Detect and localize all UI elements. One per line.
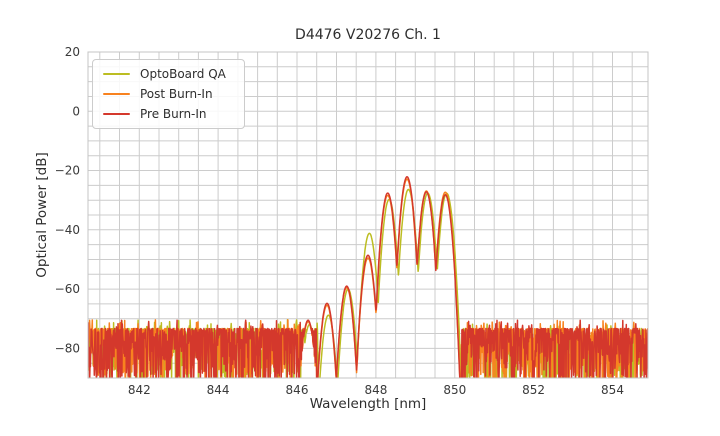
- plot-frame: [87, 51, 649, 379]
- y-tick-label--20: −20: [55, 164, 80, 178]
- y-tick-label--40: −40: [55, 223, 80, 237]
- y-tick-labels: 20 0 −20 −40 −60 −80: [55, 45, 80, 355]
- legend-label-optoboard-qa: OptoBoard QA: [140, 67, 226, 81]
- x-tick-label-848: 848: [364, 383, 387, 397]
- x-tick-label-844: 844: [207, 383, 230, 397]
- x-tick-label-850: 850: [443, 383, 466, 397]
- legend-entry-optoboard-qa: OptoBoard QA: [103, 67, 236, 81]
- y-tick-label--80: −80: [55, 341, 80, 355]
- legend-swatch-post-burn-in: [103, 93, 130, 95]
- y-tick-label-0: 0: [72, 104, 80, 118]
- y-tick-label-20: 20: [65, 45, 80, 59]
- legend-box: OptoBoard QA Post Burn-In Pre Burn-In: [92, 59, 245, 129]
- x-tick-label-852: 852: [522, 383, 545, 397]
- legend-label-post-burn-in: Post Burn-In: [140, 87, 213, 101]
- x-tick-labels: 842 844 846 848 850 852 854: [128, 383, 624, 397]
- legend-entry-pre-burn-in: Pre Burn-In: [103, 107, 236, 121]
- x-tick-label-842: 842: [128, 383, 151, 397]
- series-lines: [88, 176, 648, 378]
- series-line-pre-burn-in: [88, 176, 648, 378]
- x-tick-label-846: 846: [286, 383, 309, 397]
- x-axis-label: Wavelength [nm]: [309, 396, 427, 412]
- legend-swatch-optoboard-qa: [103, 73, 130, 75]
- legend-label-pre-burn-in: Pre Burn-In: [140, 107, 207, 121]
- y-axis-label: Optical Power [dB]: [34, 152, 50, 278]
- legend-entry-post-burn-in: Post Burn-In: [103, 87, 236, 101]
- y-tick-label--60: −60: [55, 282, 80, 296]
- legend-swatch-pre-burn-in: [103, 113, 130, 115]
- chart-title: D4476 V20276 Ch. 1: [295, 27, 441, 43]
- x-tick-label-854: 854: [601, 383, 624, 397]
